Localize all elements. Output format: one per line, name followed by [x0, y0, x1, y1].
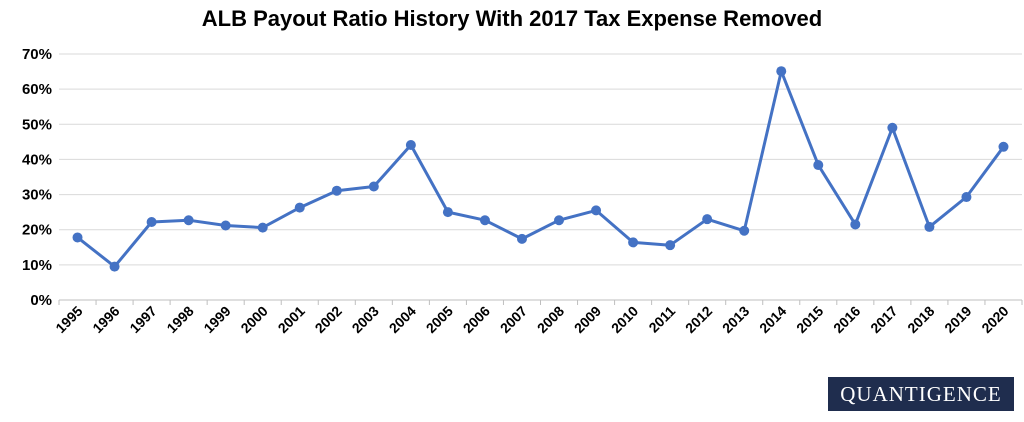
quantigence-logo: QUANTIGENCE [828, 377, 1014, 411]
x-tick-label: 2000 [237, 303, 270, 336]
data-point [739, 225, 750, 236]
x-tick-label: 2016 [830, 303, 863, 336]
x-tick-label: 2008 [534, 303, 567, 336]
x-tick-label: 2019 [941, 303, 974, 336]
data-point [628, 237, 639, 248]
y-tick-label: 10% [22, 257, 52, 274]
x-tick-label: 2006 [460, 303, 493, 336]
x-tick-label: 2020 [978, 303, 1011, 336]
x-tick-label: 2015 [793, 303, 826, 336]
x-tick-label: 2002 [312, 303, 345, 336]
data-point [887, 122, 898, 133]
x-tick-label: 2013 [719, 303, 752, 336]
x-tick-label: 1995 [52, 303, 85, 336]
y-tick-label: 30% [22, 187, 52, 204]
data-point [294, 202, 305, 213]
data-point [516, 233, 527, 244]
x-tick-label: 1999 [200, 303, 233, 336]
series-line [76, 69, 1005, 269]
x-tick-label: 2018 [904, 303, 937, 336]
x-tick-label: 2010 [608, 303, 641, 336]
x-tick-label: 1998 [163, 303, 196, 336]
x-tick-label: 1997 [126, 303, 159, 336]
data-point [405, 140, 416, 151]
data-point [183, 215, 194, 226]
data-point [924, 221, 935, 232]
data-point [998, 141, 1009, 152]
data-point [702, 214, 713, 225]
data-point [109, 261, 120, 272]
x-tick-label: 2009 [571, 303, 604, 336]
data-point [961, 192, 972, 203]
data-point [368, 181, 379, 192]
data-point [442, 207, 453, 218]
y-tick-label: 50% [22, 116, 52, 133]
chart-title: ALB Payout Ratio History With 2017 Tax E… [201, 6, 823, 31]
x-tick-label: 2017 [867, 303, 900, 336]
y-tick-label: 60% [22, 81, 52, 98]
data-point [72, 232, 83, 243]
x-tick-label: 2014 [756, 303, 789, 336]
data-point [665, 240, 676, 251]
x-tick-label: 2004 [386, 303, 419, 336]
data-point [813, 160, 824, 171]
x-tick-label: 2001 [275, 303, 308, 336]
y-tick-label: 0% [30, 292, 52, 309]
data-point [220, 220, 231, 231]
data-point [776, 66, 787, 77]
x-tick-label: 1996 [89, 303, 122, 336]
y-tick-label: 40% [22, 151, 52, 168]
data-point [479, 215, 490, 226]
y-tick-label: 70% [22, 46, 52, 63]
data-point [554, 215, 565, 226]
data-point [591, 205, 602, 216]
x-tick-label: 2007 [497, 303, 530, 336]
data-point [850, 219, 861, 230]
x-tick-label: 2003 [349, 303, 382, 336]
data-point [331, 185, 342, 196]
y-tick-label: 20% [22, 222, 52, 239]
x-tick-label: 2011 [645, 303, 678, 336]
data-point [257, 222, 268, 233]
data-point [146, 216, 157, 227]
x-tick-label: 2012 [682, 303, 715, 336]
x-tick-label: 2005 [423, 303, 456, 336]
